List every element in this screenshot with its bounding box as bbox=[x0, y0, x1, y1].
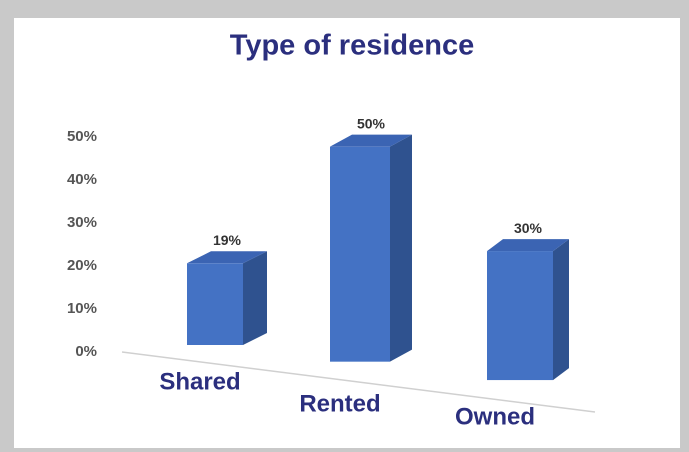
value-label: 19% bbox=[213, 232, 242, 248]
y-tick-label: 10% bbox=[67, 300, 97, 317]
bar-top bbox=[487, 239, 569, 252]
value-label: 50% bbox=[357, 115, 386, 131]
y-tick-label: 30% bbox=[67, 214, 97, 231]
x-tick-label: Owned bbox=[455, 403, 535, 430]
y-tick-label: 0% bbox=[75, 343, 97, 360]
bar-top bbox=[330, 134, 412, 147]
bar-side bbox=[553, 239, 569, 381]
value-label: 30% bbox=[514, 220, 543, 236]
bar bbox=[487, 251, 553, 381]
chart-title: Type of residence bbox=[230, 30, 474, 62]
y-tick-label: 40% bbox=[67, 171, 97, 188]
x-tick-label: Rented bbox=[299, 390, 380, 417]
bar-top bbox=[187, 251, 267, 264]
bar-side bbox=[243, 251, 267, 345]
bar bbox=[187, 263, 243, 345]
y-tick-label: 20% bbox=[67, 257, 97, 274]
bar bbox=[330, 146, 390, 362]
x-tick-label: Shared bbox=[159, 368, 240, 395]
bar-side bbox=[390, 134, 412, 362]
y-tick-label: 50% bbox=[67, 128, 97, 145]
base-line bbox=[121, 351, 596, 413]
